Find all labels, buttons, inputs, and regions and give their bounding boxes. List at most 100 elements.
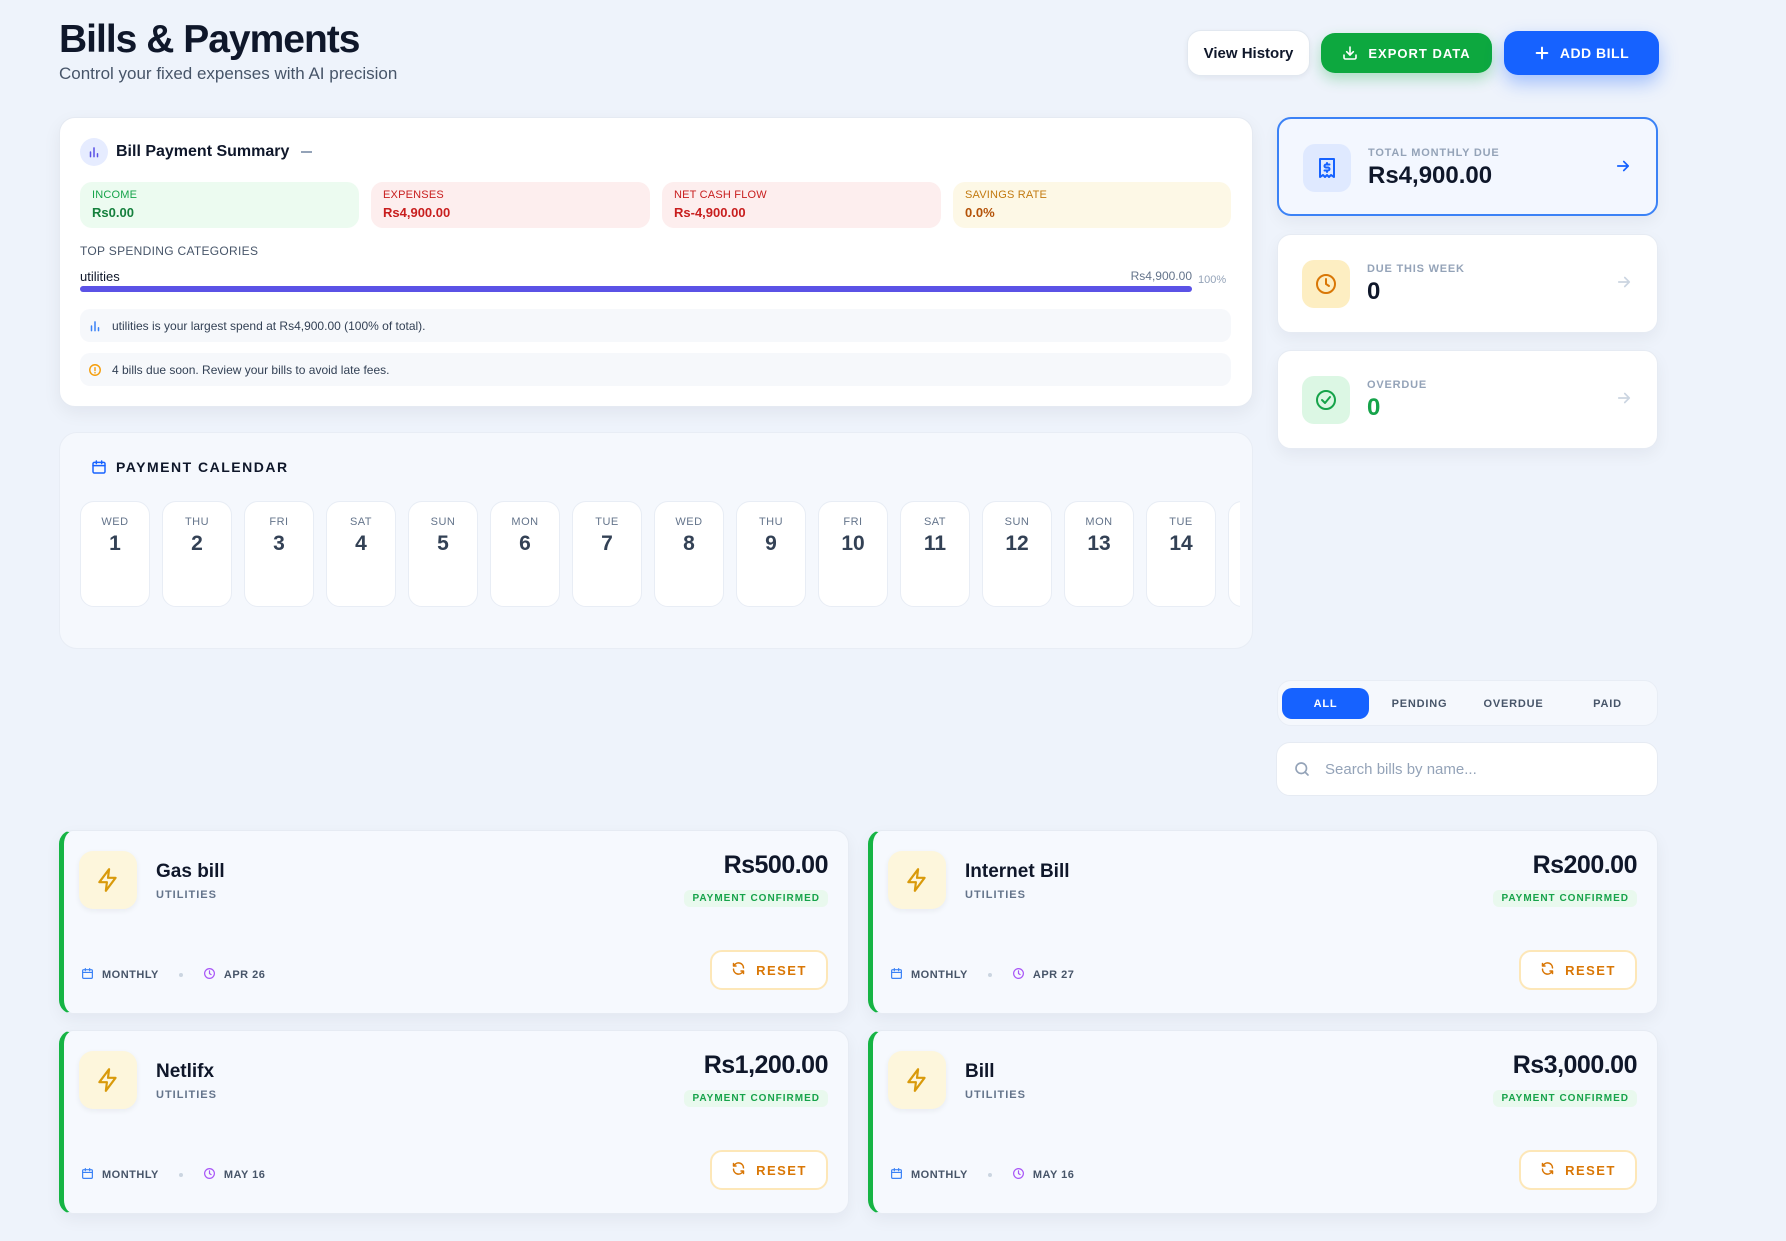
view-history-button[interactable]: View History [1187, 30, 1310, 76]
calendar-day-of-week: THU [184, 516, 210, 528]
reset-label: RESET [756, 962, 807, 978]
reset-label: RESET [756, 1162, 807, 1178]
insight-text: utilities is your largest spend at Rs4,9… [112, 318, 426, 333]
calendar-day[interactable]: MON 13 [1064, 501, 1134, 607]
bill-name: Bill [965, 1061, 995, 1082]
calendar-date: 11 [923, 532, 947, 555]
calendar-day[interactable]: FRI 3 [244, 501, 314, 607]
bill-frequency: MONTHLY [911, 1169, 968, 1181]
bill-card[interactable]: Gas bill UTILITIES Rs500.00 PAYMENT CONFIRM… [59, 830, 849, 1014]
bill-card[interactable]: Netlifx UTILITIES Rs1,200.00 PAYMENT CONFIR… [59, 1030, 849, 1214]
bill-amount: Rs200.00 [1532, 851, 1638, 879]
calendar-days: WED 1 THU 2 FRI 3 SAT 4 SUN 5 MON 6 TUE 7 WED 8 THU 9 FRI 1… [80, 501, 1240, 607]
calendar-date: 4 [355, 532, 367, 555]
bill-category: UTILITIES [156, 1089, 217, 1101]
calendar-day[interactable]: THU 9 [736, 501, 806, 607]
overdue-value: 0 [1367, 394, 1381, 421]
calendar-day[interactable]: WED 8 [654, 501, 724, 607]
calendar-day-of-week: SUN [1004, 516, 1030, 528]
calendar-day[interactable]: SUN 12 [982, 501, 1052, 607]
status-badge: PAYMENT CONFIRMED [684, 1090, 828, 1107]
due-this-week-value: 0 [1367, 278, 1381, 305]
calendar-date: 13 [1087, 532, 1111, 555]
download-icon [1343, 46, 1358, 60]
search-input[interactable] [1325, 760, 1625, 778]
bill-category: UTILITIES [156, 889, 217, 901]
calendar-day[interactable]: WED 1 [80, 501, 150, 607]
calendar-day[interactable] [1228, 501, 1240, 607]
bill-meta: MONTHLY MAY 16 [890, 1167, 1074, 1183]
bill-frequency: MONTHLY [911, 969, 968, 981]
status-badge: PAYMENT CONFIRMED [684, 890, 828, 907]
reset-button[interactable]: RESET [1519, 1150, 1637, 1190]
tab-paid[interactable]: PAID [1593, 697, 1622, 710]
export-data-label: EXPORT DATA [1368, 45, 1471, 61]
separator-dot [987, 1173, 992, 1177]
reset-button[interactable]: RESET [1519, 950, 1637, 990]
savings-rate-label: SAVINGS RATE [965, 189, 1048, 201]
overdue-card[interactable]: OVERDUE 0 [1277, 350, 1658, 449]
savings-rate-value: 0.0% [965, 205, 995, 220]
calendar-day-of-week: SAT [923, 516, 947, 528]
refresh-icon [731, 1161, 746, 1179]
expenses-label: EXPENSES [383, 189, 444, 201]
calendar-day[interactable]: MON 6 [490, 501, 560, 607]
bill-amount: Rs500.00 [723, 851, 829, 879]
calendar-day-of-week: WED [675, 516, 703, 528]
bill-name: Netlifx [156, 1061, 215, 1082]
reset-button[interactable]: RESET [710, 950, 828, 990]
refresh-icon [1540, 1161, 1555, 1179]
calendar-day-of-week: FRI [269, 516, 289, 528]
add-bill-label: ADD BILL [1559, 45, 1630, 61]
clock-icon [1012, 967, 1025, 983]
status-badge: PAYMENT CONFIRMED [1493, 1090, 1637, 1107]
add-bill-button[interactable]: ADD BILL [1504, 31, 1659, 75]
calendar-day[interactable]: SUN 5 [408, 501, 478, 607]
lightning-icon [79, 1051, 137, 1109]
bill-due-date: APR 27 [1032, 969, 1075, 981]
tab-all[interactable]: ALL [1282, 688, 1369, 719]
bill-category: UTILITIES [965, 1089, 1026, 1101]
calendar-day[interactable]: FRI 10 [818, 501, 888, 607]
tab-overdue[interactable]: OVERDUE [1483, 697, 1544, 710]
search-box [1276, 742, 1658, 796]
calendar-icon [890, 1167, 903, 1183]
calendar-day[interactable]: TUE 7 [572, 501, 642, 607]
page-subtitle: Control your fixed expenses with AI prec… [59, 64, 398, 83]
calendar-day-of-week: SAT [349, 516, 373, 528]
calendar-icon [81, 1167, 94, 1183]
bill-card[interactable]: Internet Bill UTILITIES Rs200.00 PAYMENT CO… [868, 830, 1658, 1014]
expenses-stat: EXPENSES Rs4,900.00 [371, 182, 650, 228]
calendar-day[interactable]: SAT 11 [900, 501, 970, 607]
category-bar-fill [80, 286, 1192, 292]
export-data-button[interactable]: EXPORT DATA [1321, 33, 1492, 73]
calendar-date: 7 [601, 532, 613, 555]
calendar-title: PAYMENT CALENDAR [116, 459, 289, 475]
calendar-day[interactable]: SAT 4 [326, 501, 396, 607]
calendar-day[interactable]: THU 2 [162, 501, 232, 607]
lightning-icon [888, 851, 946, 909]
calendar-day-of-week: TUE [595, 516, 619, 528]
bill-card[interactable]: Bill UTILITIES Rs3,000.00 PAYMENT CONFIRMED… [868, 1030, 1658, 1214]
due-this-week-card[interactable]: DUE THIS WEEK 0 [1277, 234, 1658, 333]
calendar-day[interactable]: TUE 14 [1146, 501, 1216, 607]
plus-icon [1535, 46, 1549, 60]
income-label: INCOME [92, 189, 138, 201]
bill-due-date: MAY 16 [1032, 1169, 1075, 1181]
status-badge: PAYMENT CONFIRMED [1493, 890, 1637, 907]
calendar-date: 12 [1005, 532, 1029, 555]
bill-meta: MONTHLY APR 26 [81, 967, 265, 983]
calendar-date: 6 [519, 532, 531, 555]
bill-name: Internet Bill [965, 861, 1070, 882]
calendar-date: 3 [273, 532, 285, 555]
calendar-day-of-week: MON [1085, 516, 1113, 528]
bill-frequency: MONTHLY [102, 969, 159, 981]
collapse-icon[interactable] [301, 151, 312, 153]
reset-button[interactable]: RESET [710, 1150, 828, 1190]
lightning-icon [888, 1051, 946, 1109]
total-monthly-due-card[interactable]: TOTAL MONTHLY DUE Rs4,900.00 [1277, 117, 1658, 216]
tab-pending[interactable]: PENDING [1391, 697, 1448, 710]
bar-chart-icon [80, 138, 108, 166]
bar-chart-icon [90, 320, 100, 331]
calendar-icon [81, 967, 94, 983]
